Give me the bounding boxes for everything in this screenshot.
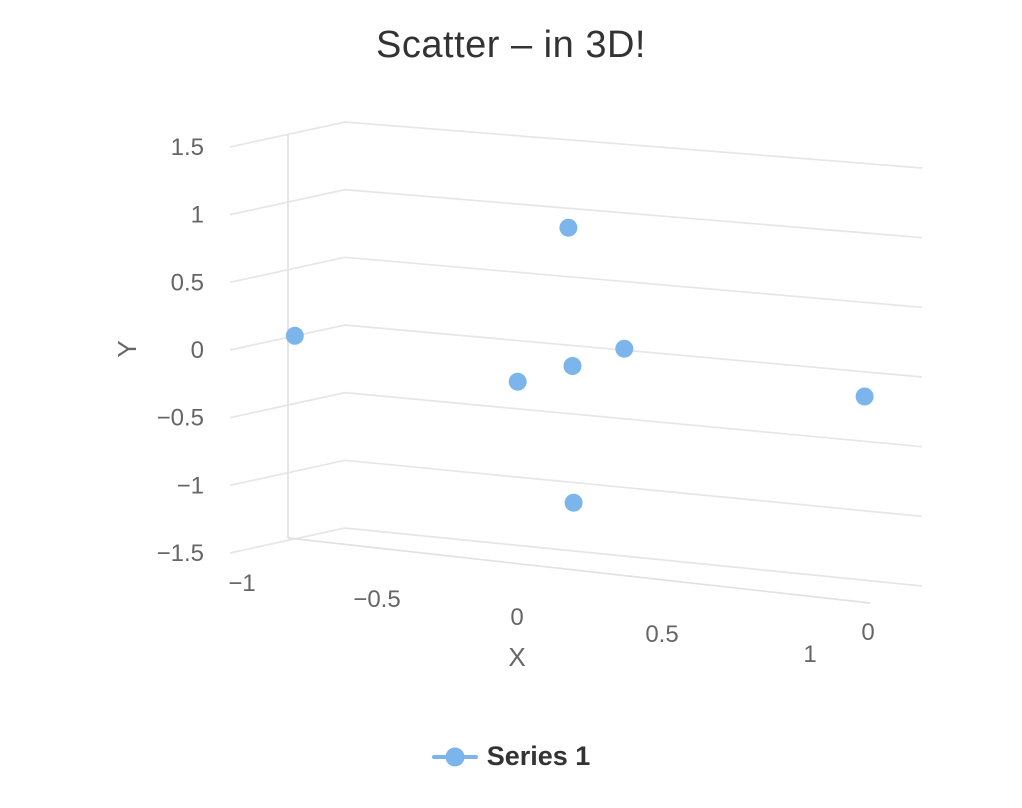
scatter-point[interactable] <box>615 339 634 358</box>
y-tick-label: 0 <box>191 337 204 364</box>
plot-area: 1.5 1 0.5 0 −0.5 −1 −1.5 −1 −0.5 0 0.5 1 0 X Y <box>112 121 923 672</box>
z-zero-floor-line <box>287 537 871 604</box>
scatter-points <box>285 218 874 512</box>
y-tick-label: 1 <box>191 202 204 229</box>
z-axis-tick-labels: 0 <box>861 619 874 646</box>
y-gridline <box>229 324 923 378</box>
x-tick-label: −0.5 <box>353 586 400 613</box>
y-gridline <box>229 459 923 518</box>
series-dot-icon <box>445 747 465 766</box>
y-gridline <box>229 256 923 309</box>
y-tick-label: −1.5 <box>157 540 204 567</box>
y-gridline <box>229 188 923 239</box>
x-tick-label: −1 <box>228 570 255 597</box>
x-axis-tick-labels: −1 −0.5 0 0.5 1 <box>228 570 816 668</box>
y-gridline <box>229 121 923 169</box>
x-tick-label: 0.5 <box>645 621 678 648</box>
series-marker-icon <box>431 746 478 768</box>
y-gridline <box>229 391 923 448</box>
z-tick-label: 0 <box>861 619 874 646</box>
legend: Series 1 <box>0 741 1022 772</box>
y-tick-label: 1.5 <box>171 134 204 161</box>
scatter-point[interactable] <box>563 357 582 375</box>
y-tick-label: −1 <box>177 472 204 499</box>
y-gridlines <box>229 121 923 587</box>
x-tick-label: 0 <box>510 604 523 631</box>
y-tick-label: 0.5 <box>171 269 204 296</box>
scatter-point[interactable] <box>564 493 583 512</box>
scatter-point[interactable] <box>855 387 874 406</box>
scatter-point[interactable] <box>508 372 527 391</box>
legend-item-series-1[interactable]: Series 1 <box>431 741 591 772</box>
scatter-point[interactable] <box>285 326 304 345</box>
y-axis-tick-labels: 1.5 1 0.5 0 −0.5 −1 −1.5 <box>157 134 204 567</box>
y-axis-title: Y <box>112 340 142 357</box>
y-gridline <box>229 527 923 587</box>
x-tick-label: 1 <box>803 641 816 668</box>
chart-title: Scatter – in 3D! <box>376 24 646 66</box>
scatter-point[interactable] <box>559 218 578 237</box>
y-tick-label: −0.5 <box>157 405 204 432</box>
x-axis-title: X <box>508 642 525 672</box>
legend-label: Series 1 <box>486 741 591 771</box>
